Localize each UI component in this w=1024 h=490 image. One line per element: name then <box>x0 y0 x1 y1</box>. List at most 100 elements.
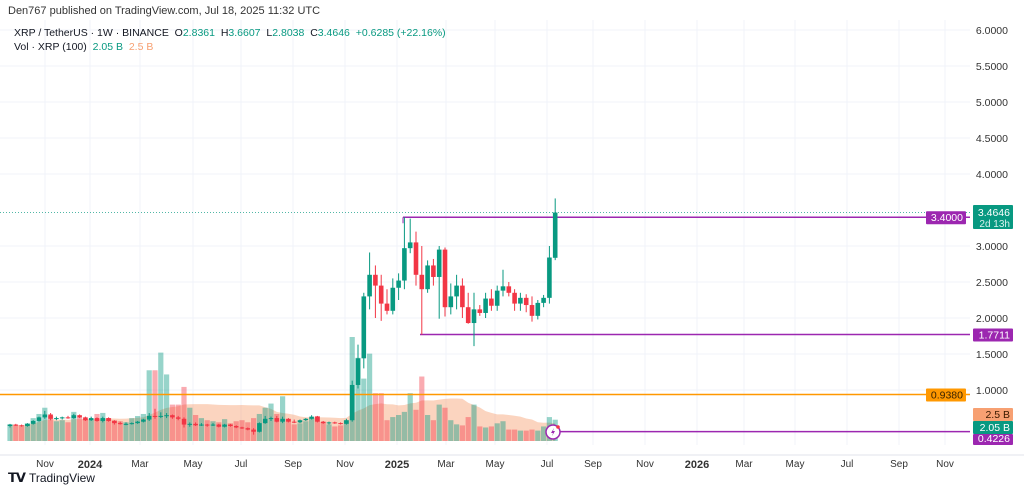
volume-bar <box>88 420 94 441</box>
volume-bar <box>42 407 48 441</box>
candle-body <box>100 418 106 421</box>
candle <box>146 413 152 421</box>
candle <box>303 418 309 421</box>
symbol-title[interactable]: XRP / TetherUS · 1W · BINANCE <box>14 27 169 39</box>
alert-dot <box>556 425 560 429</box>
candle-body <box>199 424 204 426</box>
price-tick-label: 5.0000 <box>976 97 1008 109</box>
candle <box>100 416 106 423</box>
candle-body <box>489 298 494 306</box>
candle <box>367 252 372 310</box>
candle <box>30 420 36 425</box>
candle <box>65 415 71 419</box>
candle-body <box>344 420 349 424</box>
volume-bar <box>239 420 245 441</box>
volume-bar <box>378 393 384 441</box>
price-tick-label: 4.5000 <box>976 133 1008 145</box>
volume-bar <box>494 423 500 441</box>
time-tick-label: Mar <box>437 459 455 470</box>
volume-ma-value: 2.5 B <box>128 41 154 53</box>
publish-info: Den767 published on TradingView.com, Jul… <box>8 5 321 17</box>
candle-body <box>529 305 535 316</box>
candle-body <box>338 423 343 425</box>
candle <box>88 416 94 421</box>
volume-bar <box>309 418 315 441</box>
volume-legend: Vol · XRP (100) 2.05 B 2.5 B <box>14 40 446 54</box>
brand-name: TradingView <box>28 471 95 485</box>
candle-body <box>396 280 401 288</box>
volume-bar <box>36 413 42 441</box>
volume-bar <box>390 417 396 441</box>
candle-body <box>129 423 135 425</box>
candle-body <box>454 285 459 297</box>
time-tick-label: Mar <box>735 459 753 470</box>
candle-body <box>280 418 285 422</box>
volume-bar <box>430 420 436 441</box>
candle-body <box>378 285 384 304</box>
volume-bar <box>117 421 123 441</box>
candle <box>477 305 483 316</box>
candle <box>448 283 454 315</box>
candle-body <box>117 423 123 425</box>
candle-body <box>228 424 233 426</box>
candle <box>425 260 430 293</box>
volume-bar <box>71 411 77 441</box>
candle-body <box>210 424 216 426</box>
volume-title[interactable]: Vol · XRP (100) <box>14 41 87 53</box>
volume-bar <box>343 420 349 441</box>
candle-body <box>448 296 454 308</box>
candle <box>135 420 140 424</box>
candle-body <box>431 265 436 277</box>
volume-bar <box>483 427 489 441</box>
volume-bar <box>245 422 251 441</box>
volume-bar <box>268 403 274 441</box>
low-label: L <box>266 27 273 39</box>
candle <box>251 428 256 435</box>
candle-body <box>419 274 425 290</box>
volume-bar <box>210 421 216 441</box>
volume-bar <box>24 423 30 441</box>
volume-current-label: 2.05 B <box>980 422 1010 434</box>
level-label: 1.7711 <box>979 329 1010 341</box>
volume-bar <box>523 430 529 441</box>
candle <box>274 415 280 423</box>
candle-body <box>193 423 198 426</box>
candle <box>71 413 77 419</box>
volume-bar <box>158 352 164 441</box>
candle <box>193 422 198 426</box>
candle <box>268 416 274 421</box>
volume-bar <box>459 425 465 441</box>
candle-body <box>523 297 529 306</box>
candle <box>123 422 129 426</box>
volume-bar <box>53 421 59 441</box>
candle-body <box>373 274 378 286</box>
level-label: 0.9380 <box>931 389 963 401</box>
price-tick-label: 6.0000 <box>976 25 1008 37</box>
bar-countdown-label: 2d 13h <box>979 219 1010 230</box>
volume-bar <box>541 426 547 441</box>
level-label: 3.4000 <box>931 212 963 224</box>
candle <box>500 269 506 297</box>
volume-bar <box>506 429 512 441</box>
candle-body <box>460 285 465 308</box>
candle <box>419 246 425 335</box>
time-tick-label: Mar <box>131 459 149 470</box>
volume-bar <box>48 416 54 441</box>
candle <box>320 420 326 424</box>
candle <box>349 380 355 422</box>
volume-bar <box>361 378 367 441</box>
level-label-box <box>973 328 1013 342</box>
volume-bar <box>82 419 88 441</box>
open-value: 2.8361 <box>182 27 215 39</box>
volume-bar <box>332 426 338 441</box>
candle <box>494 285 500 311</box>
low-value: 2.8038 <box>272 27 305 39</box>
open-label: O <box>174 27 183 39</box>
candle-body <box>297 420 303 423</box>
volume-bar <box>262 407 268 441</box>
volume-bar <box>425 415 431 441</box>
candle-body <box>135 421 140 424</box>
volume-ma-label: 2.5 B <box>985 409 1010 421</box>
volume-bar <box>274 413 280 441</box>
